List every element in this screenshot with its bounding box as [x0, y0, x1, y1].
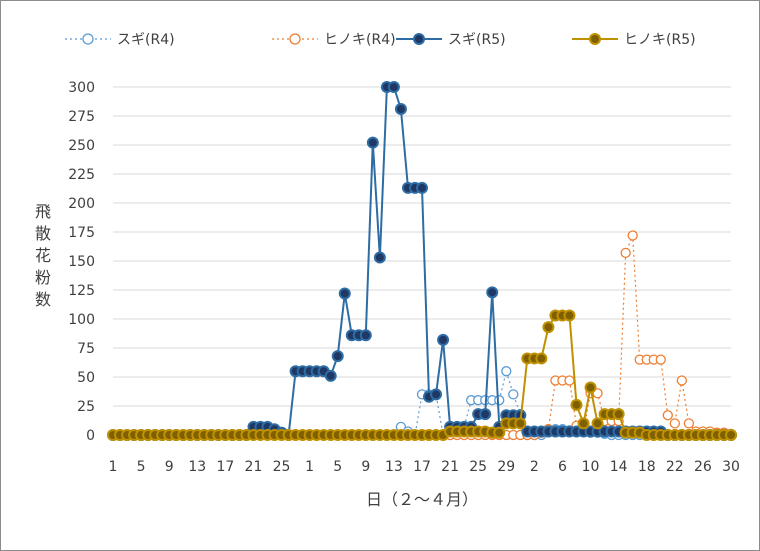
x-tick-label: 1	[305, 459, 314, 475]
data-point	[564, 375, 575, 386]
series-line	[113, 314, 731, 436]
data-point	[577, 417, 590, 430]
y-tick-label: 250	[68, 138, 95, 154]
data-point	[416, 181, 428, 194]
y-axis-label-char: 花	[35, 246, 51, 265]
y-tick-label: 25	[77, 399, 95, 415]
data-point	[627, 230, 638, 241]
legend-marker	[413, 33, 425, 45]
y-tick-label: 100	[68, 312, 95, 328]
y-tick-label: 0	[86, 428, 95, 444]
y-tick-label: 275	[68, 109, 95, 125]
x-tick-label: 22	[666, 459, 684, 475]
x-tick-label: 5	[137, 459, 146, 475]
x-tick-label: 13	[188, 459, 206, 475]
data-point	[387, 81, 400, 93]
data-point	[373, 251, 386, 264]
legend-marker	[289, 33, 301, 45]
series-line	[113, 235, 732, 436]
x-tick-label: 9	[165, 459, 174, 475]
y-axis-label-char: 散	[35, 224, 51, 243]
data-point	[542, 321, 555, 334]
y-tick-label: 50	[77, 370, 95, 386]
x-tick-label: 9	[361, 459, 370, 475]
x-tick-label: 26	[694, 459, 712, 475]
x-axis-label: 日（２～４月）	[366, 490, 478, 509]
y-tick-label: 175	[68, 225, 95, 241]
data-point	[338, 287, 351, 300]
x-tick-label: 14	[610, 459, 628, 475]
data-point	[676, 375, 687, 386]
x-tick-label: 29	[497, 459, 515, 475]
y-axis-label-char: 飛	[35, 202, 51, 221]
grid-lines	[113, 86, 731, 436]
x-tick-label: 30	[722, 459, 740, 475]
data-point	[669, 418, 680, 429]
y-tick-label: 225	[68, 167, 95, 183]
x-tick-label: 18	[638, 459, 656, 475]
data-point	[493, 426, 506, 439]
data-point	[479, 408, 492, 421]
legend: スギ(R4) ヒノキ(R4) スギ(R5) ヒノキ(R5)	[65, 32, 696, 48]
data-point	[591, 417, 604, 430]
y-axis-label-char: 粉	[35, 268, 51, 287]
data-point	[514, 417, 527, 430]
series-line	[113, 368, 731, 436]
legend-label: ヒノキ(R5)	[624, 32, 696, 48]
data-point	[501, 366, 512, 377]
x-tick-labels: 1 5 9 13 17 21 25 1 5 9 13 17 21 25 29 2 6 10 14 18 22 26 30	[109, 459, 740, 475]
y-tick-labels: 0 25 50 75 100 125 150 175 200 225 250 275 300	[68, 80, 95, 444]
x-tick-label: 17	[216, 459, 234, 475]
x-tick-label: 5	[333, 459, 342, 475]
x-tick-label: 25	[469, 459, 487, 475]
data-point	[612, 408, 625, 421]
data-point	[662, 410, 673, 421]
y-tick-label: 200	[68, 196, 95, 212]
data-point	[430, 388, 443, 401]
legend-marker	[82, 33, 94, 45]
data-point	[725, 429, 737, 441]
data-point	[655, 354, 666, 365]
data-point	[494, 395, 505, 406]
data-point	[359, 329, 372, 342]
data-point	[620, 247, 631, 259]
data-point	[394, 103, 407, 116]
x-tick-label: 17	[413, 459, 431, 475]
legend-label: ヒノキ(R4)	[324, 32, 396, 48]
y-tick-label: 125	[68, 283, 95, 299]
x-tick-label: 6	[558, 459, 567, 475]
data-point	[324, 369, 337, 382]
data-point	[331, 350, 344, 363]
data-point	[508, 389, 519, 400]
x-tick-label: 2	[530, 459, 539, 475]
x-tick-label: 21	[245, 459, 263, 475]
data-point	[535, 352, 548, 365]
data-point	[486, 286, 499, 299]
data-point	[584, 381, 597, 394]
y-axis-label-char: 数	[35, 290, 51, 309]
x-tick-label: 25	[273, 459, 291, 475]
data-point	[366, 136, 379, 149]
data-point	[683, 418, 695, 429]
data-point	[437, 333, 450, 346]
series-group	[107, 81, 737, 441]
y-tick-label: 75	[77, 341, 95, 357]
legend-label: スギ(R4)	[117, 32, 175, 48]
legend-marker	[589, 33, 601, 45]
y-tick-label: 150	[68, 254, 95, 270]
x-tick-label: 10	[582, 459, 600, 475]
x-tick-label: 21	[441, 459, 459, 475]
x-tick-label: 13	[385, 459, 403, 475]
data-point	[563, 309, 576, 322]
legend-label: スギ(R5)	[448, 32, 506, 48]
data-point	[570, 398, 583, 411]
y-tick-label: 300	[68, 80, 95, 96]
x-tick-label: 1	[109, 459, 118, 475]
